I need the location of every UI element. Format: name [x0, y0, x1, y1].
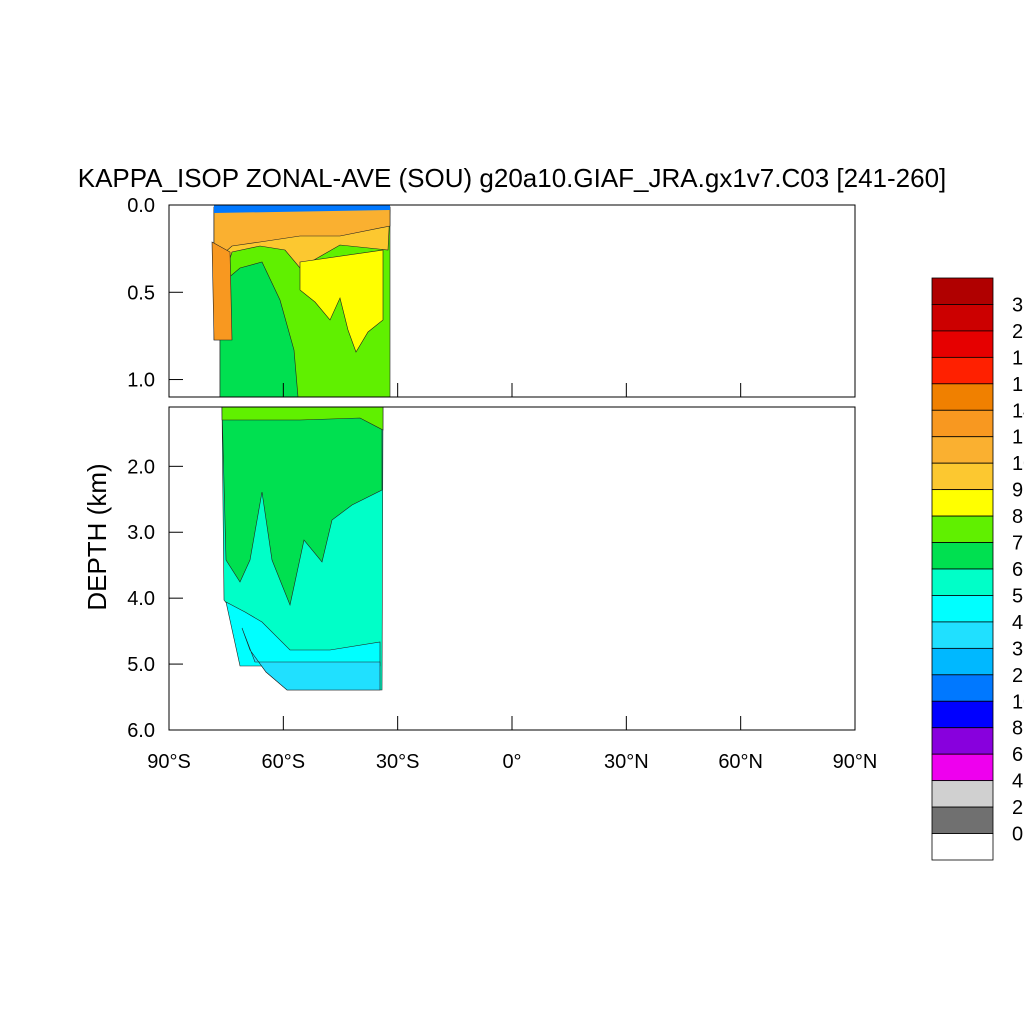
colorbar-box	[931, 515, 994, 543]
colorbar-box	[931, 833, 994, 861]
y-tick-label: 1.0	[127, 370, 155, 392]
y-tick-label: 6.0	[127, 720, 155, 742]
colorbar-label: 18	[1012, 347, 1024, 369]
colorbar-label: 10	[1012, 691, 1024, 713]
y-axis-label: DEPTH (km)	[82, 463, 112, 610]
y-tick-label: 0.0	[127, 195, 155, 217]
colorbar-box	[931, 595, 994, 623]
colorbar-box	[931, 727, 994, 755]
colorbar-label: 3	[1012, 294, 1023, 316]
x-tick-label: 30°N	[604, 751, 649, 773]
colorbar-label: 0	[1012, 824, 1023, 846]
colorbar-label: 8	[1012, 506, 1023, 528]
colorbar-label: 5	[1012, 585, 1023, 607]
colorbar-label: 8	[1012, 718, 1023, 740]
contour-field-upper	[211, 205, 391, 398]
colorbar-label: 4	[1012, 771, 1023, 793]
colorbar-label: 4	[1012, 612, 1023, 634]
colorbar-box	[931, 806, 994, 834]
colorbar-box	[931, 700, 994, 729]
colorbar-label: 14	[1012, 400, 1024, 422]
contour-field-lower	[221, 406, 384, 691]
colorbar-label: 16	[1012, 374, 1024, 396]
colorbar-box	[931, 356, 994, 385]
colorbar-box	[931, 277, 994, 305]
x-tick-label: 60°N	[718, 751, 763, 773]
colorbar-label: 7	[1012, 533, 1023, 555]
colorbar-box	[931, 621, 994, 649]
colorbar-box	[931, 304, 994, 332]
colorbar-box	[931, 753, 994, 782]
x-tick-label: 60°S	[262, 751, 306, 773]
colorbar-label: 6	[1012, 559, 1023, 581]
colorbar-label: 12	[1012, 427, 1024, 449]
colorbar-box	[931, 330, 994, 358]
colorbar-label: 2	[1012, 797, 1023, 819]
chart-title: KAPPA_ISOP ZONAL-AVE (SOU) g20a10.GIAF_J…	[78, 163, 947, 193]
y-tick-label: 0.5	[127, 282, 155, 304]
colorbar-box	[931, 542, 994, 570]
colorbar-box	[931, 674, 994, 702]
colorbar-label: 9	[1012, 480, 1023, 502]
y-tick-label: 4.0	[127, 588, 155, 610]
colorbar-label: 2	[1012, 665, 1023, 687]
colorbar-box	[931, 568, 994, 596]
colorbar-box	[931, 409, 994, 438]
colorbar-label: 6	[1012, 744, 1023, 766]
x-tick-label: 0°	[502, 751, 521, 773]
colorbar-label: 10	[1012, 453, 1024, 475]
colorbar-box	[931, 489, 994, 517]
colorbar-box	[931, 383, 994, 411]
y-tick-label: 3.0	[127, 522, 155, 544]
x-tick-label: 30°S	[376, 751, 420, 773]
colorbar-box	[931, 780, 994, 808]
colorbar-label: 3	[1012, 638, 1023, 660]
colorbar-box	[931, 436, 994, 464]
y-tick-label: 5.0	[127, 654, 155, 676]
x-tick-label: 90°S	[147, 751, 191, 773]
colorbar-box	[931, 647, 994, 676]
y-tick-label: 2.0	[127, 456, 155, 478]
x-tick-label: 90°N	[833, 751, 878, 773]
colorbar-label: 2	[1012, 321, 1023, 343]
colorbar-box	[931, 462, 994, 491]
